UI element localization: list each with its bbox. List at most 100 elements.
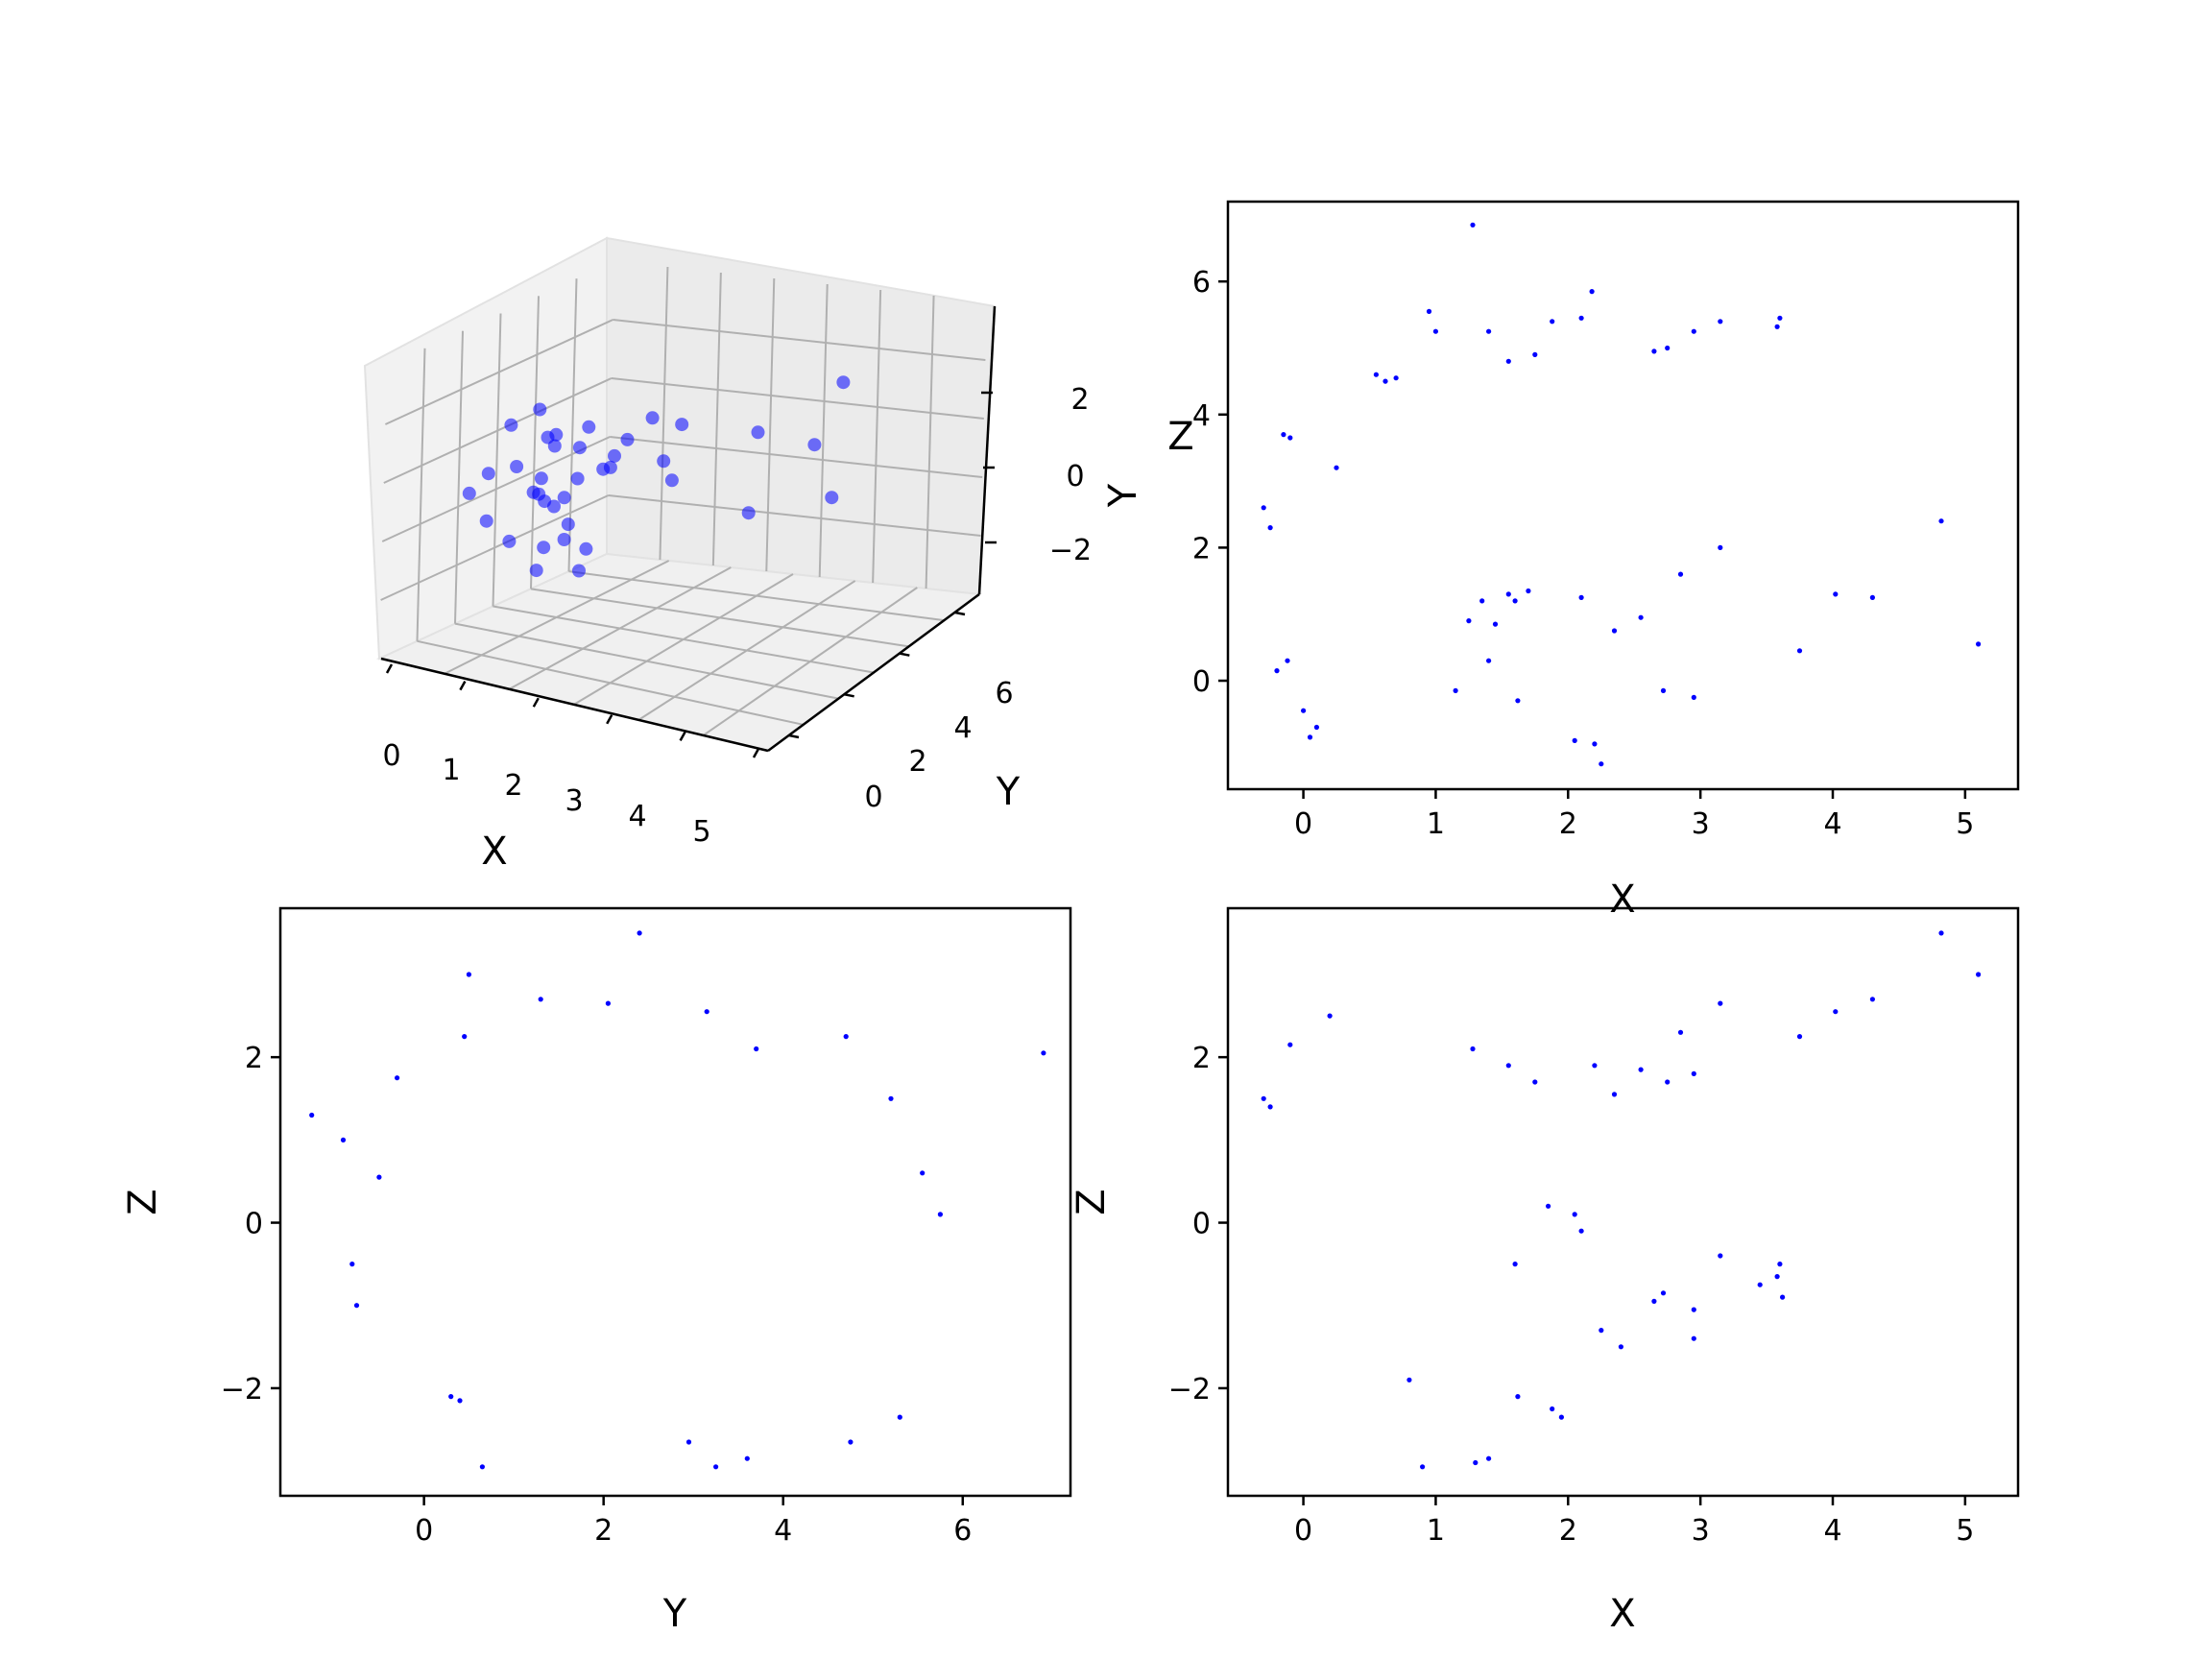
grid-floor-v-5 — [568, 570, 945, 622]
tick-label-3d-z-2: 2 — [1070, 383, 1089, 417]
point-xz-4 — [1796, 1034, 1803, 1040]
point-yz-15 — [704, 1009, 709, 1015]
y-axis-label-x-vs-z: Z — [1070, 1189, 1114, 1214]
grid-back-vert-5 — [872, 289, 882, 584]
x-tick-label-yz-2: 4 — [774, 1514, 792, 1548]
point-xy-44 — [1432, 328, 1438, 334]
y-tick-label-xy-3: 6 — [1192, 266, 1211, 300]
point-xy-23 — [1592, 741, 1598, 747]
point-3d-10 — [504, 418, 518, 432]
tick-3d-x-2 — [532, 697, 540, 708]
point-xy-35 — [1274, 668, 1280, 674]
tick-3d-x-4 — [679, 731, 686, 742]
point-3d-23 — [582, 420, 596, 434]
point-yz-0 — [637, 930, 642, 936]
y-tick-label-yz-2: 2 — [245, 1042, 263, 1075]
point-xy-34 — [1285, 658, 1290, 663]
point-xz-24 — [1515, 1394, 1521, 1400]
point-3d-27 — [541, 430, 555, 445]
point-xy-27 — [1572, 737, 1577, 744]
tick-3d-x-5 — [752, 748, 760, 758]
tick-3d-x-3 — [606, 714, 613, 725]
y-tick-label-xz-1: 0 — [1192, 1208, 1211, 1241]
point-xy-46 — [1526, 588, 1531, 594]
x-axis-label-3d: X — [481, 830, 507, 874]
point-xy-48 — [1466, 618, 1472, 624]
point-xy-39 — [1281, 432, 1286, 438]
point-xy-8 — [1486, 328, 1492, 334]
point-3d-31 — [675, 418, 689, 432]
point-xz-8 — [1665, 1079, 1671, 1085]
tick-label-3d-y-0: 0 — [864, 781, 882, 814]
point-xy-47 — [1479, 598, 1485, 604]
point-xy-0 — [1470, 222, 1476, 228]
x-tick-label-xy-1: 1 — [1427, 807, 1445, 841]
point-xz-2 — [1869, 997, 1875, 1002]
point-yz-9 — [744, 1455, 750, 1461]
point-xy-50 — [1578, 594, 1584, 601]
point-yz-17 — [462, 1034, 468, 1040]
grid-back-horz-1 — [608, 494, 981, 537]
point-xy-31 — [1307, 734, 1313, 740]
tick-3d-y-0 — [788, 733, 800, 739]
subplot-x-vs-y: 0 1 2 3 4 5 0 2 4 6 X Y — [1101, 200, 2020, 922]
tick-label-3d-x-3: 3 — [565, 784, 583, 818]
x-axis-line-3d — [380, 657, 769, 753]
y-axis-label-3d: Y — [996, 770, 1021, 814]
point-xz-34 — [1505, 1063, 1511, 1069]
point-3d-2 — [572, 441, 587, 455]
point-yz-6 — [353, 1303, 360, 1309]
point-xz-40 — [1757, 1282, 1763, 1287]
x-tick-label-yz-3: 6 — [953, 1514, 972, 1548]
point-3d-35 — [807, 438, 822, 452]
tick-label-3d-x-0: 0 — [382, 739, 400, 773]
point-yz-3 — [309, 1112, 315, 1118]
point-yz-16 — [843, 1034, 849, 1040]
point-xy-42 — [1382, 378, 1388, 384]
point-yz-12 — [920, 1170, 926, 1176]
point-xz-33 — [1470, 1046, 1476, 1052]
point-xz-17 — [1691, 1335, 1696, 1341]
grid-back-horz-3 — [611, 377, 984, 420]
point-xy-12 — [1532, 351, 1538, 357]
point-xz-39 — [1546, 1203, 1551, 1209]
tick-label-3d-y-2: 4 — [953, 711, 972, 745]
y-tick-label-xy-0: 0 — [1192, 665, 1211, 699]
point-yz-22 — [448, 1394, 454, 1400]
point-xy-10 — [1651, 349, 1657, 354]
y-tick-label-xy-2: 4 — [1192, 399, 1211, 433]
points-x-vs-y — [1261, 222, 1982, 767]
point-3d-26 — [510, 460, 524, 473]
point-yz-2 — [1041, 1050, 1046, 1056]
point-xy-18 — [1796, 648, 1803, 654]
point-yz-25 — [848, 1439, 854, 1445]
tick-3d-x-0 — [385, 663, 394, 674]
point-xy-14 — [1938, 518, 1944, 524]
point-xy-5 — [1691, 328, 1696, 334]
x-axis-label-y-vs-z: Y — [662, 1592, 687, 1636]
point-yz-14 — [605, 1000, 612, 1006]
y-axis-line-3d — [767, 592, 980, 753]
point-xz-10 — [1592, 1063, 1598, 1069]
x-axis-label-x-vs-y: X — [1609, 878, 1635, 922]
point-3d-12 — [570, 471, 585, 486]
point-yz-8 — [713, 1464, 719, 1470]
point-3d-13 — [529, 564, 543, 578]
point-yz-4 — [340, 1137, 347, 1142]
point-xz-19 — [1651, 1298, 1657, 1304]
pane-back — [606, 236, 997, 596]
point-xy-33 — [1301, 708, 1307, 713]
point-xy-45 — [1505, 591, 1511, 597]
point-xz-28 — [1407, 1377, 1412, 1382]
point-xy-22 — [1611, 628, 1618, 634]
axes-frame-x-vs-y — [1226, 200, 2020, 791]
point-yz-21 — [376, 1174, 382, 1180]
tick-label-3d-x-2: 2 — [504, 769, 522, 803]
tick-label-3d-x-5: 5 — [692, 815, 710, 849]
grid-left-horz-1 — [380, 494, 610, 601]
x-tick-label-yz-1: 2 — [594, 1514, 613, 1548]
point-yz-11 — [937, 1212, 944, 1217]
point-xz-27 — [1420, 1464, 1426, 1470]
point-3d-11 — [561, 517, 575, 532]
